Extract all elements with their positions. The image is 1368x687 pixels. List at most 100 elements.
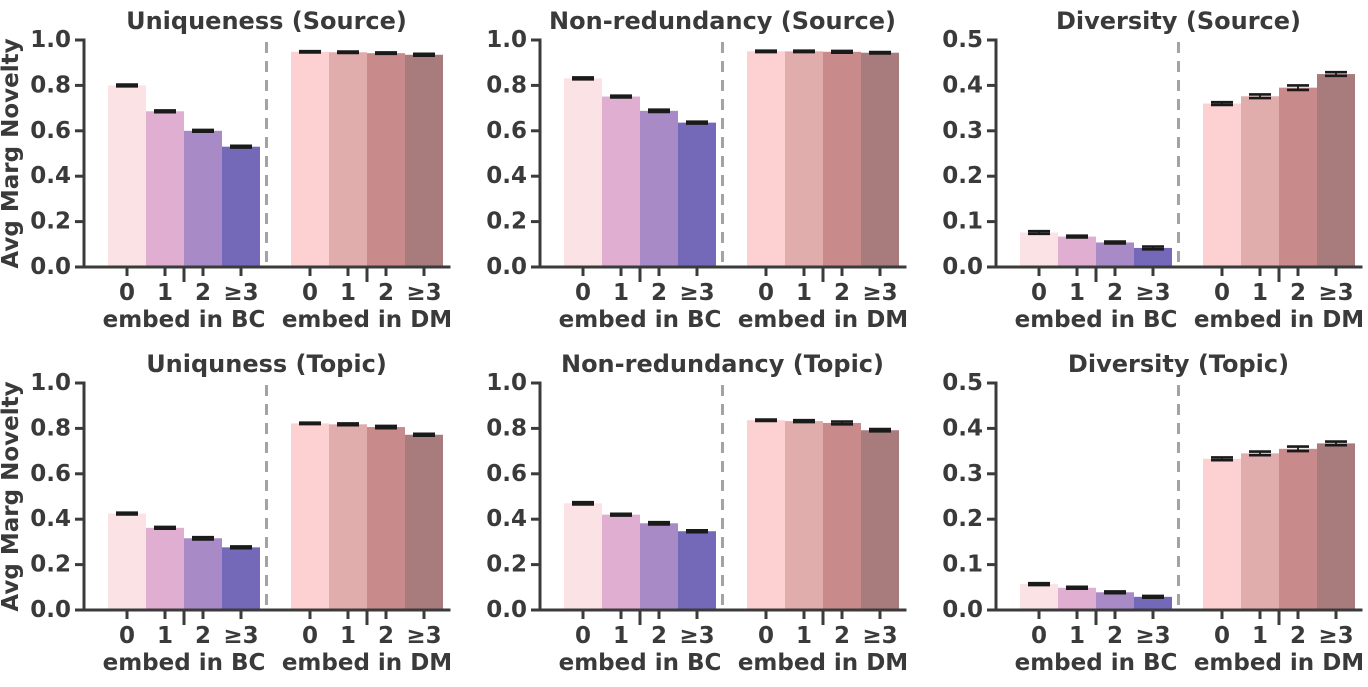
x-tick-label: 2 bbox=[195, 623, 211, 649]
x-tick-label: ≥3 bbox=[406, 280, 441, 306]
x-tick-label: 0 bbox=[758, 623, 774, 649]
x-tick-label: 1 bbox=[1069, 280, 1085, 306]
bar bbox=[329, 424, 367, 610]
group-label: embed in DM bbox=[738, 307, 908, 333]
bar bbox=[640, 110, 678, 267]
y-tick-label: 0.2 bbox=[942, 163, 983, 189]
x-tick-label: 1 bbox=[340, 280, 356, 306]
bar bbox=[146, 111, 184, 267]
y-tick-label: 0.0 bbox=[942, 597, 983, 623]
bar bbox=[1317, 443, 1355, 610]
bar bbox=[1241, 453, 1279, 610]
x-tick-label: ≥3 bbox=[679, 623, 714, 649]
y-tick-label: 0.6 bbox=[486, 118, 527, 144]
bar bbox=[785, 51, 823, 267]
group-label: embed in DM bbox=[282, 650, 452, 676]
y-tick-label: 0.2 bbox=[30, 209, 71, 235]
y-tick-label: 0.2 bbox=[942, 506, 983, 532]
bar bbox=[785, 421, 823, 610]
bar bbox=[823, 51, 861, 267]
bar bbox=[1020, 232, 1058, 267]
x-tick-label: 1 bbox=[157, 280, 173, 306]
x-tick-label: 1 bbox=[340, 623, 356, 649]
y-tick-label: 0.4 bbox=[30, 163, 71, 189]
y-tick-label: 0.2 bbox=[486, 552, 527, 578]
y-tick-label: 0.1 bbox=[942, 552, 983, 578]
x-tick-label: 2 bbox=[1290, 623, 1306, 649]
bar bbox=[1279, 87, 1317, 267]
x-tick-label: ≥3 bbox=[1135, 623, 1170, 649]
x-tick-label: 2 bbox=[834, 623, 850, 649]
x-tick-label: 0 bbox=[119, 280, 135, 306]
bar bbox=[747, 51, 785, 267]
bar bbox=[602, 514, 640, 610]
y-tick-label: 0.0 bbox=[30, 597, 71, 623]
x-tick-label: 1 bbox=[1252, 623, 1268, 649]
x-tick-label: 0 bbox=[575, 623, 591, 649]
bar bbox=[367, 53, 405, 267]
bar bbox=[861, 52, 899, 267]
bar bbox=[146, 527, 184, 610]
y-tick-label: 0.0 bbox=[486, 597, 527, 623]
x-tick-label: ≥3 bbox=[223, 623, 258, 649]
bar bbox=[367, 427, 405, 610]
bar bbox=[405, 434, 443, 610]
x-tick-label: 1 bbox=[796, 623, 812, 649]
y-tick-label: 0.0 bbox=[942, 254, 983, 280]
x-tick-label: 1 bbox=[613, 280, 629, 306]
x-tick-label: ≥3 bbox=[862, 280, 897, 306]
chart-title: Uniqueness (Source) bbox=[126, 7, 407, 35]
x-tick-label: 2 bbox=[651, 280, 667, 306]
x-tick-label: 2 bbox=[378, 280, 394, 306]
x-tick-label: 2 bbox=[195, 280, 211, 306]
y-tick-label: 1.0 bbox=[486, 27, 527, 53]
y-axis-label: Avg Marg Novelty bbox=[0, 381, 24, 611]
y-tick-label: 1.0 bbox=[30, 27, 71, 53]
x-tick-label: 1 bbox=[613, 623, 629, 649]
x-tick-label: 0 bbox=[1214, 623, 1230, 649]
bar bbox=[1020, 584, 1058, 610]
x-tick-label: 2 bbox=[1290, 280, 1306, 306]
y-tick-label: 0.4 bbox=[486, 163, 527, 189]
x-tick-label: 2 bbox=[651, 623, 667, 649]
group-label: embed in BC bbox=[103, 307, 266, 333]
y-tick-label: 0.8 bbox=[30, 415, 71, 441]
chart-title: Diversity (Source) bbox=[1056, 7, 1301, 35]
y-axis-label: Avg Marg Novelty bbox=[0, 38, 24, 268]
x-tick-label: 0 bbox=[758, 280, 774, 306]
bar bbox=[861, 430, 899, 610]
group-label: embed in BC bbox=[1015, 650, 1178, 676]
x-tick-label: 0 bbox=[302, 623, 318, 649]
y-tick-label: 0.2 bbox=[486, 209, 527, 235]
x-tick-label: ≥3 bbox=[406, 623, 441, 649]
bar bbox=[564, 503, 602, 610]
bar bbox=[823, 422, 861, 610]
y-tick-label: 1.0 bbox=[30, 370, 71, 396]
group-label: embed in DM bbox=[738, 650, 908, 676]
x-tick-label: 1 bbox=[1252, 280, 1268, 306]
group-label: embed in BC bbox=[559, 307, 722, 333]
bar bbox=[1134, 596, 1172, 610]
y-tick-label: 0.8 bbox=[486, 72, 527, 98]
bar bbox=[1058, 587, 1096, 610]
x-tick-label: 2 bbox=[834, 280, 850, 306]
bar bbox=[405, 54, 443, 267]
x-tick-label: 0 bbox=[575, 280, 591, 306]
y-tick-label: 0.1 bbox=[942, 209, 983, 235]
x-tick-label: 0 bbox=[1031, 623, 1047, 649]
x-tick-label: 2 bbox=[378, 623, 394, 649]
group-label: embed in DM bbox=[282, 307, 452, 333]
x-tick-label: 1 bbox=[796, 280, 812, 306]
bar bbox=[602, 96, 640, 267]
group-label: embed in BC bbox=[559, 650, 722, 676]
y-tick-label: 0.4 bbox=[30, 506, 71, 532]
y-tick-label: 0.6 bbox=[30, 118, 71, 144]
x-tick-label: 0 bbox=[1214, 280, 1230, 306]
bar bbox=[1203, 103, 1241, 267]
bar bbox=[222, 146, 260, 267]
